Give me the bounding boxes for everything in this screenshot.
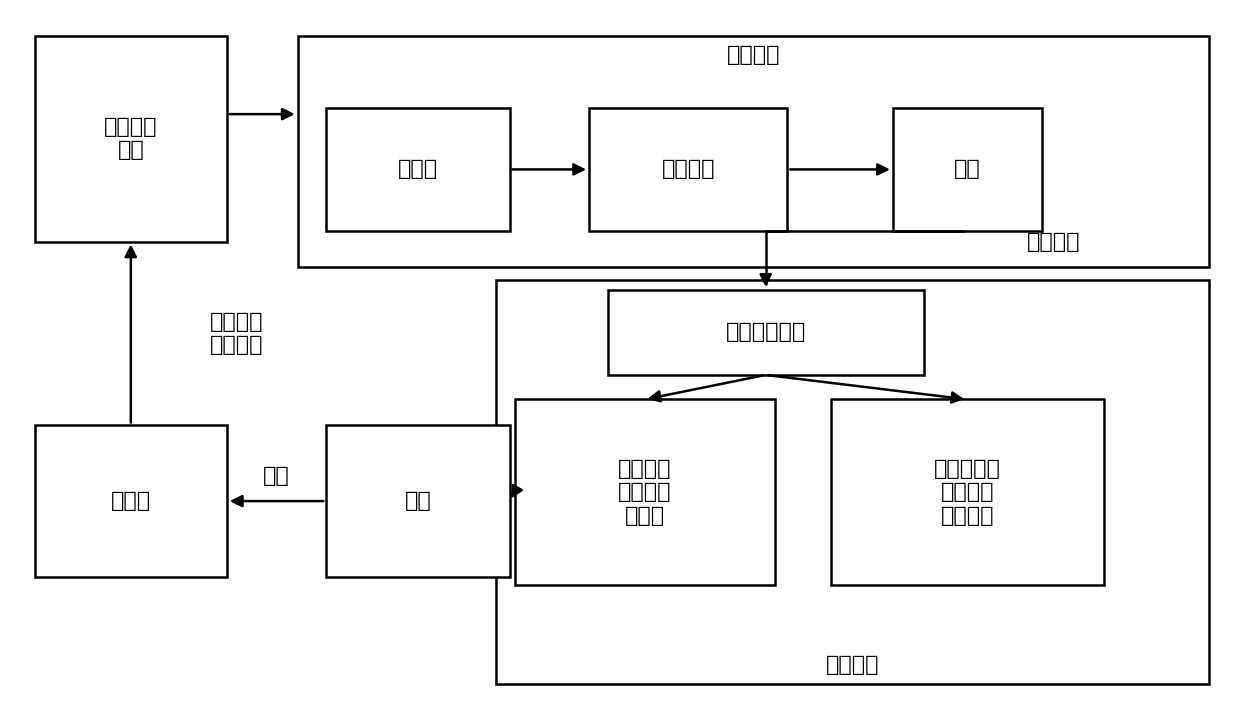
- Text: 运动想象
脑电信号: 运动想象 脑电信号: [210, 312, 263, 355]
- Text: 信号处理: 信号处理: [727, 45, 780, 65]
- Bar: [298, 36, 1209, 267]
- Bar: [893, 108, 1042, 231]
- Text: 预处理: 预处理: [398, 159, 438, 180]
- Bar: [515, 399, 775, 585]
- Text: 分类: 分类: [954, 159, 981, 180]
- Bar: [35, 36, 227, 242]
- Bar: [496, 280, 1209, 684]
- Bar: [608, 290, 924, 375]
- Text: 基于模糊
控制的容
错机制: 基于模糊 控制的容 错机制: [618, 459, 672, 526]
- Bar: [35, 425, 227, 577]
- Text: 被试者: 被试者: [110, 491, 151, 511]
- Text: 特征提取: 特征提取: [661, 159, 715, 180]
- Text: 脑电指令: 脑电指令: [1027, 232, 1080, 252]
- Bar: [589, 108, 787, 231]
- Text: 共享控制: 共享控制: [826, 655, 879, 675]
- Text: 反馈: 反馈: [263, 466, 290, 486]
- Bar: [831, 399, 1104, 585]
- Bar: [326, 108, 510, 231]
- Text: 脑电指令检测: 脑电指令检测: [725, 322, 806, 342]
- Bar: [326, 425, 510, 577]
- Text: 基于模糊控
制的智能
驾驶模块: 基于模糊控 制的智能 驾驶模块: [934, 459, 1001, 526]
- Text: 车辆: 车辆: [404, 491, 432, 511]
- Text: 脑电信号
采集: 脑电信号 采集: [104, 118, 157, 160]
